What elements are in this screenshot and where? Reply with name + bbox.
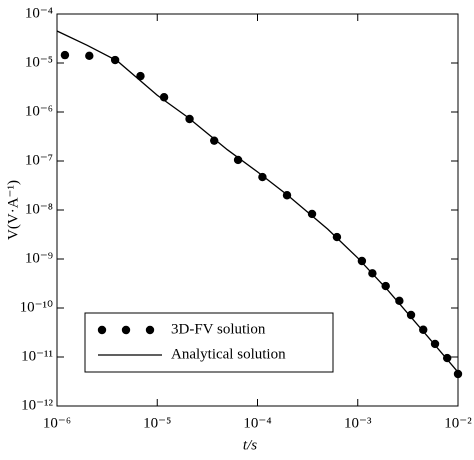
data-point: [357, 256, 367, 266]
data-point: [453, 369, 463, 379]
legend-label: 3D-FV solution: [171, 321, 266, 337]
y-tick-label: 10⁻¹²: [21, 397, 53, 413]
data-point: [258, 172, 267, 182]
data-point: [307, 209, 317, 219]
data-point: [419, 325, 428, 334]
y-tick-label: 10⁻¹¹: [21, 348, 53, 364]
y-tick-label: 10⁻⁴: [25, 5, 53, 21]
y-tick-label: 10⁻¹⁰: [20, 299, 53, 315]
y-tick-label: 10⁻⁶: [25, 103, 53, 119]
x-tick-label: 10⁻⁴: [243, 415, 271, 431]
y-tick-label: 10⁻⁷: [25, 152, 53, 168]
legend-box: [84, 312, 334, 373]
legend-label: Analytical solution: [171, 346, 286, 362]
x-tick-label: 10⁻⁵: [143, 415, 171, 431]
x-tick-label: 10⁻³: [344, 415, 372, 431]
data-point: [233, 155, 243, 165]
legend-dot: [97, 325, 107, 335]
x-tick-label: 10⁻²: [444, 415, 472, 431]
legend-dot: [145, 325, 155, 335]
y-tick-label: 10⁻⁸: [25, 201, 53, 217]
y-axis-label: V(V·A⁻¹): [5, 180, 21, 240]
analytical-line: [56, 30, 459, 373]
x-axis-label: t/s: [243, 437, 257, 453]
legend-dot: [121, 325, 131, 335]
data-point: [381, 281, 390, 291]
x-tick-label: 10⁻⁶: [43, 415, 71, 431]
data-point: [60, 50, 70, 60]
data-point: [210, 136, 219, 145]
y-tick-label: 10⁻⁵: [25, 54, 53, 70]
y-tick-label: 10⁻⁹: [25, 250, 53, 266]
data-point: [406, 310, 416, 320]
data-point: [395, 296, 404, 306]
data-point: [85, 51, 94, 61]
